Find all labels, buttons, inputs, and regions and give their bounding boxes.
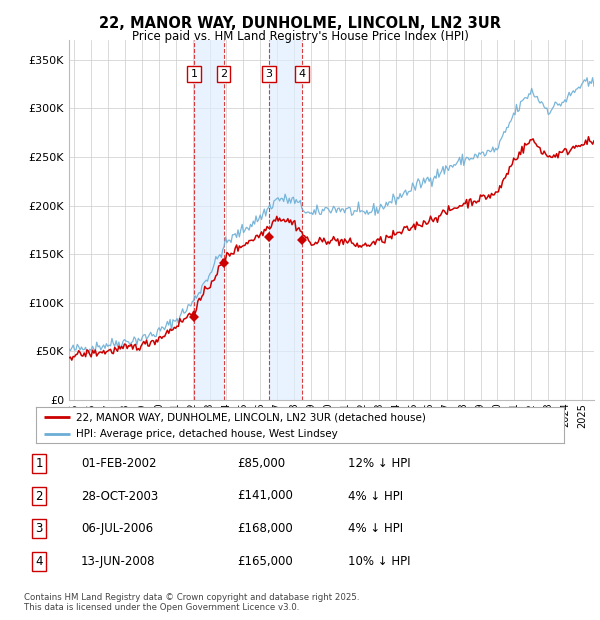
Text: 3: 3 — [266, 69, 272, 79]
Text: HPI: Average price, detached house, West Lindsey: HPI: Average price, detached house, West… — [76, 428, 337, 438]
Text: 10% ↓ HPI: 10% ↓ HPI — [348, 556, 410, 568]
Text: 4: 4 — [298, 69, 305, 79]
Text: 22, MANOR WAY, DUNHOLME, LINCOLN, LN2 3UR: 22, MANOR WAY, DUNHOLME, LINCOLN, LN2 3U… — [99, 16, 501, 31]
Bar — [194, 40, 224, 400]
Text: 2: 2 — [220, 69, 227, 79]
Text: 1: 1 — [190, 69, 197, 79]
Text: £85,000: £85,000 — [237, 457, 285, 469]
Bar — [269, 40, 302, 400]
Text: 4% ↓ HPI: 4% ↓ HPI — [348, 523, 403, 535]
Text: 06-JUL-2006: 06-JUL-2006 — [81, 523, 153, 535]
Text: 28-OCT-2003: 28-OCT-2003 — [81, 490, 158, 502]
Text: Price paid vs. HM Land Registry's House Price Index (HPI): Price paid vs. HM Land Registry's House … — [131, 30, 469, 43]
Text: 4: 4 — [35, 556, 43, 568]
Text: 01-FEB-2002: 01-FEB-2002 — [81, 457, 157, 469]
Text: £168,000: £168,000 — [237, 523, 293, 535]
Text: Contains HM Land Registry data © Crown copyright and database right 2025.
This d: Contains HM Land Registry data © Crown c… — [24, 593, 359, 612]
Text: 13-JUN-2008: 13-JUN-2008 — [81, 556, 155, 568]
Text: 1: 1 — [35, 457, 43, 469]
Text: 22, MANOR WAY, DUNHOLME, LINCOLN, LN2 3UR (detached house): 22, MANOR WAY, DUNHOLME, LINCOLN, LN2 3U… — [76, 412, 425, 422]
Text: £141,000: £141,000 — [237, 490, 293, 502]
Text: £165,000: £165,000 — [237, 556, 293, 568]
Text: 12% ↓ HPI: 12% ↓ HPI — [348, 457, 410, 469]
Text: 4% ↓ HPI: 4% ↓ HPI — [348, 490, 403, 502]
Text: 2: 2 — [35, 490, 43, 502]
Text: 3: 3 — [35, 523, 43, 535]
